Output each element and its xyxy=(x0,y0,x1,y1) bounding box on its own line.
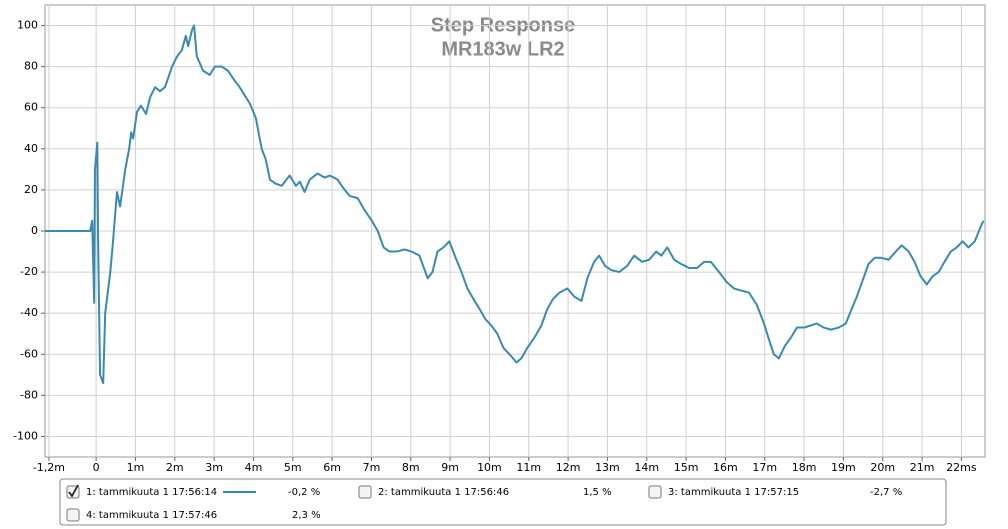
x-tick-label: 9m xyxy=(441,461,459,474)
x-tick-label: 6m xyxy=(323,461,341,474)
y-tick-label: -100 xyxy=(13,429,38,442)
chart-subtitle: MR183w LR2 xyxy=(441,38,564,60)
legend-label: 3: tammikuuta 1 17:57:15 xyxy=(668,487,799,498)
x-tick-label: 4m xyxy=(245,461,263,474)
legend-check xyxy=(68,484,79,498)
y-tick-label: -60 xyxy=(20,347,38,360)
legend-label: 1: tammikuuta 1 17:56:14 xyxy=(86,487,217,498)
y-tick-label: 80 xyxy=(24,60,38,73)
x-tick-label: 18m xyxy=(792,461,817,474)
x-tick-label: 10m xyxy=(477,461,502,474)
x-tick-label: 7m xyxy=(363,461,381,474)
x-tick-label: 8m xyxy=(402,461,420,474)
y-tick-label: 60 xyxy=(24,101,38,114)
x-tick-label: 17m xyxy=(752,461,777,474)
legend-offset: 2,3 % xyxy=(292,510,321,521)
x-tick-label: 14m xyxy=(634,461,659,474)
legend-offset: 1,5 % xyxy=(583,487,612,498)
legend-label: 4: tammikuuta 1 17:57:46 xyxy=(86,510,217,521)
y-tick-label: 40 xyxy=(24,142,38,155)
x-tick-label: 22ms xyxy=(946,461,977,474)
x-tick-label: 2m xyxy=(166,461,184,474)
y-tick-label: -20 xyxy=(20,265,38,278)
legend-box xyxy=(59,478,947,526)
legend-checkbox xyxy=(648,485,662,499)
legend-checkbox xyxy=(358,485,372,499)
y-tick-label: -80 xyxy=(20,388,38,401)
x-tick-label: 1m xyxy=(127,461,145,474)
legend-label: 2: tammikuuta 1 17:56:46 xyxy=(378,487,509,498)
y-tick-label: 20 xyxy=(24,183,38,196)
legend-checkbox xyxy=(66,508,80,522)
y-tick-label: 100 xyxy=(17,19,38,32)
x-tick-label: 15m xyxy=(674,461,699,474)
x-tick-label: 16m xyxy=(713,461,738,474)
data-line xyxy=(45,24,985,385)
x-tick-label: 19m xyxy=(831,461,856,474)
x-tick-label: 11m xyxy=(516,461,541,474)
x-tick-label: 0 xyxy=(93,461,100,474)
y-tick-label: -40 xyxy=(20,306,38,319)
x-tick-label: 21m xyxy=(910,461,935,474)
legend-offset: -2,7 % xyxy=(870,487,902,498)
x-tick-label: 12m xyxy=(556,461,581,474)
x-tick-label: 13m xyxy=(595,461,620,474)
x-tick-label: 3m xyxy=(205,461,223,474)
x-tick-label: 20m xyxy=(870,461,895,474)
x-tick-label: -1,2m xyxy=(33,461,65,474)
legend-offset: -0,2 % xyxy=(288,487,320,498)
y-tick-label: 0 xyxy=(31,224,38,237)
x-tick-label: 5m xyxy=(284,461,302,474)
